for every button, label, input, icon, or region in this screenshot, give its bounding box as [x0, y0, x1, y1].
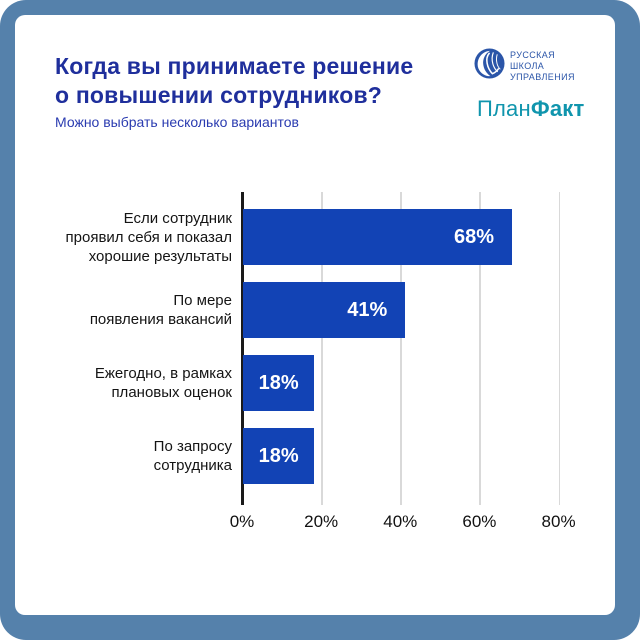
gridline — [558, 192, 561, 505]
x-tick-label: 40% — [383, 512, 418, 531]
bar-value-label: 68% — [454, 225, 495, 248]
x-tick-label: 80% — [541, 512, 576, 531]
rshu-logo-text: РУССКАЯ ШКОЛА УПРАВЛЕНИЯ — [510, 49, 575, 82]
content-card: Когда вы принимаете решение о повышении … — [15, 15, 615, 615]
bar-value-label: 18% — [258, 371, 299, 394]
x-tick-label: 20% — [304, 512, 339, 531]
bar-chart: Если сотрудник проявил себя и показал хоро… — [15, 15, 615, 615]
y-axis-line — [241, 192, 244, 505]
page-title: Когда вы принимаете решение о повышении … — [55, 52, 413, 110]
gridline — [479, 192, 481, 505]
page-title-line1: Когда вы принимаете решение — [55, 53, 414, 79]
rshu-logo: РУССКАЯ ШКОЛА УПРАВЛЕНИЯ — [474, 48, 575, 84]
bar: 18% — [243, 355, 315, 411]
category-labels: Если сотрудник проявил себя и показал хоро… — [40, 192, 232, 505]
page-subtitle: Можно выбрать несколько вариантов — [55, 114, 299, 130]
plot-area: 68% 41% 18% 18% — [241, 192, 610, 505]
bar-value-label: 18% — [258, 444, 299, 467]
gridline — [321, 192, 323, 505]
bar: 41% — [243, 282, 406, 338]
x-axis-labels: 0% 20% 40% 60% 80% — [230, 512, 610, 534]
category-label: Ежегодно, в рамках плановых оценок — [94, 365, 232, 401]
page-title-line2: о повышении сотрудников? — [55, 82, 383, 108]
category-label: По мере появления вакансий — [89, 292, 232, 328]
rshu-logo-icon — [474, 48, 505, 84]
category-label: По запросу сотрудника — [153, 438, 232, 474]
planfakt-logo: ПланФакт — [477, 96, 585, 121]
gridline — [400, 192, 402, 505]
bar: 18% — [243, 428, 315, 484]
category-label: Если сотрудник проявил себя и показал хоро… — [65, 209, 232, 265]
bar: 68% — [243, 209, 513, 265]
x-tick-label: 0% — [229, 512, 255, 531]
x-tick-label: 60% — [462, 512, 497, 531]
bar-value-label: 41% — [347, 298, 388, 321]
